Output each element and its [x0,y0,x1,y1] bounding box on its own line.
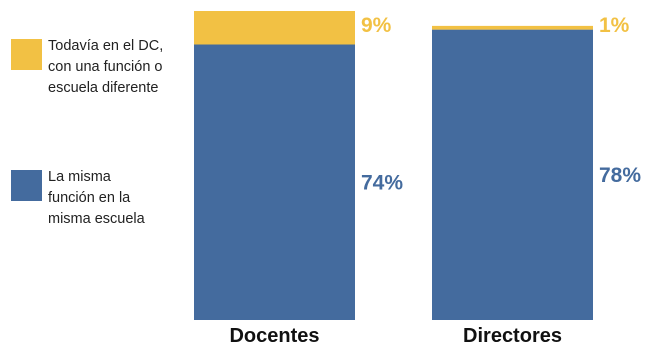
bar-docentes-series-1 [194,44,355,321]
category-labels: Docentes Directores [229,325,561,345]
bar-docentes-series-2 [194,11,355,45]
category-label-directores: Directores [463,325,562,345]
legend-swatch-series-1 [11,170,42,201]
value-label-directores-series-2: 1% [599,14,630,37]
value-label-directores-series-1: 78% [599,164,641,187]
value-label-docentes-series-1: 74% [361,171,403,194]
bars [194,11,593,321]
category-label-docentes: Docentes [229,325,319,345]
legend-text-series-1-line-2: función en la [48,190,131,206]
bar-directores-series-2 [432,25,593,30]
legend: Todavía en el DC, con una función o escuel… [11,38,163,227]
legend-text-series-2-line-3: escuela diferente [48,80,158,96]
legend-text-series-1-line-1: La misma [48,169,112,185]
value-label-docentes-series-2: 9% [361,14,392,37]
legend-text-series-2-line-2: con una función o [48,59,162,75]
value-labels: 74% 9% 78% 1% [361,14,641,194]
bar-directores-series-1 [432,29,593,320]
legend-text-series-1-line-3: misma escuela [48,211,146,227]
legend-swatch-series-2 [11,39,42,70]
legend-text-series-2-line-1: Todavía en el DC, [48,38,163,54]
